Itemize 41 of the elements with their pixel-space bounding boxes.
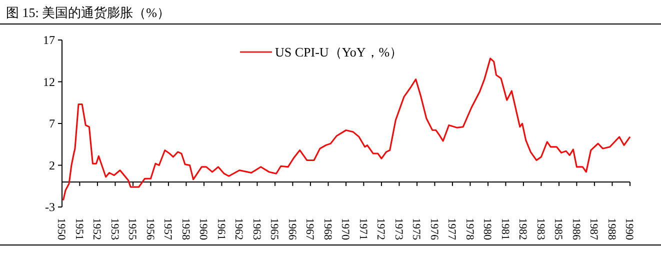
x-tick-label: 1956 [144,218,156,240]
x-tick-label: 1961 [214,218,227,240]
x-tick-label: 1985 [552,218,564,240]
x-tick-label: 1968 [321,218,334,240]
x-tick-label: 1962 [232,218,245,240]
x-tick-label: 1970 [339,218,352,240]
y-tick-label: 7 [49,116,55,131]
x-tick-label: 1966 [286,218,298,240]
x-tick-label: 1953 [108,218,120,240]
x-tick-label: 1951 [72,218,85,240]
y-tick-label: 12 [43,74,55,89]
x-tick-label: 1977 [446,218,458,240]
y-tick-label: -3 [45,200,55,214]
x-tick-label: 1965 [268,218,280,240]
line-series [62,58,631,202]
x-tick-label: 1972 [374,218,387,240]
x-tick-label: 1987 [588,218,600,240]
x-tick-label: 1982 [516,218,529,240]
x-tick-label: 1988 [605,218,618,240]
x-tick-label: 1957 [162,218,174,240]
x-tick-label: 1978 [463,218,476,240]
x-tick-label: 1960 [197,218,210,240]
y-tick-label: 2 [49,158,55,172]
chart-title: 图 15: 美国的通货膨胀（%） [6,5,170,20]
legend-label: US CPI-U（YoY，%） [275,44,403,60]
x-tick-label: 1955 [126,218,138,240]
x-tick-label: 1958 [179,218,192,240]
x-tick-label: 1950 [55,218,68,240]
x-tick-label: 1963 [250,218,262,240]
x-tick-label: 1952 [90,218,103,240]
x-tick-label: 1975 [410,218,422,240]
x-tick-label: 1976 [428,218,440,240]
x-tick-label: 1980 [481,218,494,240]
x-tick-label: 1971 [356,218,369,240]
y-tick-label: 17 [43,33,55,48]
x-tick-label: 1983 [534,218,546,240]
x-tick-label: 1990 [623,218,636,240]
x-tick-label: 1973 [392,218,404,240]
x-tick-label: 1981 [498,218,511,240]
x-tick-label: 1967 [304,218,316,240]
x-tick-label: 1986 [570,218,582,240]
